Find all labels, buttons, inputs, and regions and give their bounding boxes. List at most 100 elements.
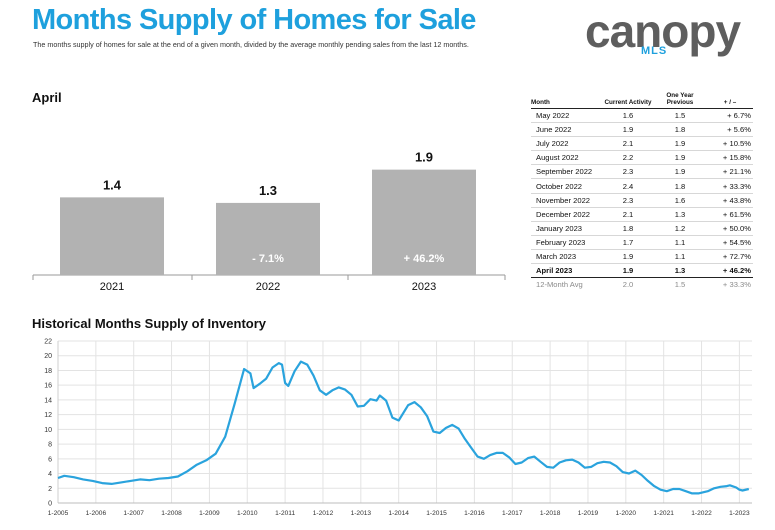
bar-change-label: + 46.2% xyxy=(404,253,445,265)
y-tick-label: 14 xyxy=(44,397,52,404)
cell-previous: 1.1 xyxy=(653,235,707,250)
cell-change: + 33.3% xyxy=(722,280,751,290)
table-row: June 2022 1.9 1.8 + 5.6% xyxy=(531,122,753,138)
table-row: December 2022 2.1 1.3 + 61.5% xyxy=(531,207,753,222)
y-tick-label: 12 xyxy=(44,412,52,419)
cell-month: May 2022 xyxy=(531,108,603,124)
supply-series-line xyxy=(57,360,750,495)
cell-change: + 46.2% xyxy=(707,263,753,279)
page-title: Months Supply of Homes for Sale xyxy=(32,4,476,36)
bar-change-label: - 7.1% xyxy=(252,253,284,265)
col-previous: One Year Previous xyxy=(653,87,707,109)
x-tick-label: 1-2021 xyxy=(653,510,674,517)
cell-current: 2.2 xyxy=(603,150,653,166)
y-tick-label: 20 xyxy=(44,353,52,360)
cell-previous: 1.8 xyxy=(653,178,707,194)
x-tick-label: 1-2010 xyxy=(237,510,258,517)
table-row: March 2023 1.9 1.1 + 72.7% xyxy=(531,249,753,265)
cell-current: 2.3 xyxy=(603,193,653,208)
x-tick-label: 1-2009 xyxy=(199,510,220,517)
cell-current: 1.7 xyxy=(603,235,653,250)
cell-current: 1.6 xyxy=(603,108,653,124)
cell-previous: 1.3 xyxy=(653,263,707,279)
y-tick-label: 16 xyxy=(44,383,52,390)
cell-month: April 2023 xyxy=(531,263,603,279)
bar-category-label: 2022 xyxy=(256,281,280,293)
y-tick-label: 0 xyxy=(48,501,52,508)
x-tick-label: 1-2006 xyxy=(86,510,107,517)
table-header-row: Month Current Activity One Year Previous… xyxy=(531,87,753,109)
cell-month: October 2022 xyxy=(531,178,603,194)
table-row: April 2023 1.9 1.3 + 46.2% xyxy=(531,263,753,279)
bar-value-label: 1.4 xyxy=(103,177,122,192)
cell-previous: 1.9 xyxy=(653,150,707,166)
cell-change: + 21.1% xyxy=(707,164,753,180)
cell-change: + 5.6% xyxy=(707,122,753,138)
y-tick-label: 2 xyxy=(48,486,52,493)
cell-change: + 10.5% xyxy=(707,136,753,152)
cell-current: 1.9 xyxy=(603,263,653,279)
cell-current: 2.1 xyxy=(603,207,653,222)
table-row: November 2022 2.3 1.6 + 43.8% xyxy=(531,193,753,208)
cell-month: December 2022 xyxy=(531,207,603,222)
cell-current: 1.9 xyxy=(603,122,653,138)
cell-previous: 1.3 xyxy=(653,207,707,222)
x-tick-label: 1-2011 xyxy=(275,510,295,517)
bar-chart-title: April xyxy=(32,90,62,105)
bar xyxy=(372,169,476,275)
canopy-mls-logo: canopy MLS xyxy=(585,5,760,60)
x-tick-label: 1-2008 xyxy=(161,510,182,517)
cell-change: + 33.3% xyxy=(707,178,753,194)
cell-month: August 2022 xyxy=(531,150,603,166)
april-bar-chart: 1.4 2021 1.3 - 7.1% 2022 1.9 + 46.2% 2023 xyxy=(32,150,506,293)
cell-previous: 1.1 xyxy=(653,249,707,265)
bar-value-label: 1.9 xyxy=(415,150,433,165)
cell-month: November 2022 xyxy=(531,193,603,208)
cell-change: + 43.8% xyxy=(707,193,753,208)
logo-wordmark: canopy xyxy=(585,5,741,57)
x-tick-label: 1-2019 xyxy=(578,510,599,517)
y-tick-label: 18 xyxy=(44,368,52,375)
col-current: Current Activity xyxy=(603,87,653,109)
cell-current: 2.3 xyxy=(603,164,653,180)
x-tick-label: 1-2005 xyxy=(48,510,69,517)
cell-current: 1.9 xyxy=(603,249,653,265)
bar-category-label: 2023 xyxy=(412,281,436,293)
x-tick-label: 1-2018 xyxy=(540,510,561,517)
cell-change: + 15.8% xyxy=(707,150,753,166)
y-tick-label: 10 xyxy=(44,427,52,434)
cell-previous: 1.6 xyxy=(653,193,707,208)
cell-current: 2.0 xyxy=(622,280,634,290)
cell-previous: 1.9 xyxy=(653,164,707,180)
cell-previous: 1.8 xyxy=(653,122,707,138)
table-row-average: 12-Month Avg 2.0 1.5 + 33.3% xyxy=(531,278,753,292)
monthly-table: Month Current Activity One Year Previous… xyxy=(531,87,753,291)
bar-category-label: 2021 xyxy=(100,281,124,293)
logo-subtext: MLS xyxy=(641,45,668,57)
x-tick-label: 1-2015 xyxy=(426,510,447,517)
table-row: August 2022 2.2 1.9 + 15.8% xyxy=(531,150,753,166)
cell-month: July 2022 xyxy=(531,136,603,152)
historical-line-chart: 0 2 4 6 8 10 12 14 16 18 20 22 1-2005 1-2006 1-2007 1-2… xyxy=(44,339,752,517)
cell-month: 12-Month Avg xyxy=(536,280,583,290)
x-tick-label: 1-2016 xyxy=(464,510,485,517)
table-row: October 2022 2.4 1.8 + 33.3% xyxy=(531,178,753,194)
cell-change: + 50.0% xyxy=(707,221,753,236)
cell-change: + 54.5% xyxy=(707,235,753,250)
table-row: September 2022 2.3 1.9 + 21.1% xyxy=(531,164,753,180)
cell-change: + 72.7% xyxy=(707,249,753,265)
col-change: + / – xyxy=(707,87,753,109)
cell-current: 2.4 xyxy=(603,178,653,194)
table-row: May 2022 1.6 1.5 + 6.7% xyxy=(531,108,753,124)
bar-value-label: 1.3 xyxy=(259,183,277,198)
line-chart-title: Historical Months Supply of Inventory xyxy=(32,316,267,331)
cell-previous: 1.2 xyxy=(653,221,707,236)
cell-previous: 1.9 xyxy=(653,136,707,152)
cell-month: January 2023 xyxy=(531,221,603,236)
bar xyxy=(60,197,164,275)
y-tick-label: 4 xyxy=(48,471,52,478)
x-tick-label: 1-2020 xyxy=(616,510,637,517)
table-row: July 2022 2.1 1.9 + 10.5% xyxy=(531,136,753,152)
x-tick-label: 1-2012 xyxy=(313,510,334,517)
cell-previous: 1.5 xyxy=(653,108,707,124)
